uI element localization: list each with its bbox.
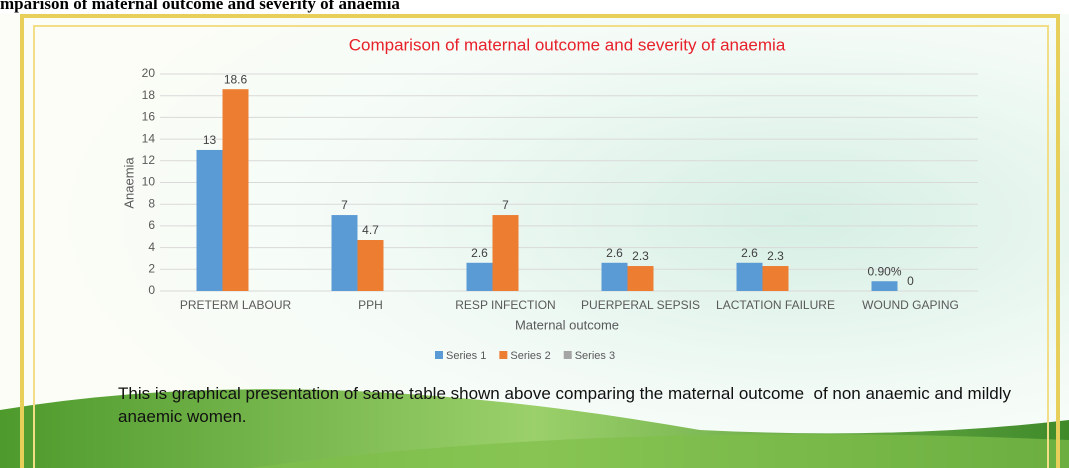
legend-label: Series 3 [575, 350, 615, 362]
data-label: 7 [502, 198, 509, 212]
header-text: mparison of maternal outcome and severit… [0, 0, 400, 14]
y-tick-label: 6 [148, 218, 155, 232]
bar [223, 89, 249, 291]
legend-label: Series 1 [446, 350, 486, 362]
x-tick-label: PPH [358, 298, 383, 312]
y-tick-label: 4 [148, 240, 155, 254]
chart-title: Comparison of maternal outcome and sever… [349, 35, 786, 54]
data-label: 4.7 [362, 223, 379, 237]
bar [737, 263, 763, 291]
data-label: 2.6 [471, 246, 488, 260]
y-tick-label: 12 [142, 153, 156, 167]
y-tick-label: 20 [142, 66, 156, 80]
x-axis-title: Maternal outcome [515, 317, 619, 332]
data-label: 2.3 [767, 249, 784, 263]
bar [493, 215, 519, 291]
data-label: 2.6 [741, 246, 758, 260]
x-tick-label: PRETERM LABOUR [180, 298, 292, 312]
x-tick-label: RESP INFECTION [455, 298, 555, 312]
data-label: 0.90% [867, 264, 901, 278]
x-tick-label: LACTATION FAILURE [716, 298, 835, 312]
bar [358, 240, 384, 291]
y-tick-label: 10 [142, 175, 156, 189]
legend-label: Series 2 [510, 350, 550, 362]
data-label: 0 [907, 274, 914, 288]
y-tick-label: 18 [142, 88, 156, 102]
bar [332, 215, 358, 291]
bar [872, 281, 898, 291]
bar [763, 266, 789, 291]
bar [628, 266, 654, 291]
data-label: 7 [341, 198, 348, 212]
caption: This is graphical presentation of same t… [118, 382, 1018, 428]
data-label: 18.6 [224, 72, 248, 86]
x-tick-label: WOUND GAPING [862, 298, 959, 312]
y-tick-label: 14 [142, 131, 156, 145]
legend-swatch [499, 351, 507, 359]
legend-swatch [435, 351, 443, 359]
data-label: 2.3 [632, 249, 649, 263]
y-tick-label: 16 [142, 110, 156, 124]
x-tick-label: PUERPERAL SEPSIS [581, 298, 700, 312]
bar [197, 150, 223, 291]
y-axis-title: Anaemia [121, 157, 136, 209]
y-tick-label: 8 [148, 196, 155, 210]
y-tick-label: 0 [148, 283, 155, 297]
bar [467, 263, 493, 291]
data-label: 2.6 [606, 246, 623, 260]
data-label: 13 [203, 133, 217, 147]
bar [602, 263, 628, 291]
page: Comparison of maternal outcome and sever… [0, 0, 1069, 468]
legend-swatch [564, 351, 572, 359]
y-tick-label: 2 [148, 261, 155, 275]
